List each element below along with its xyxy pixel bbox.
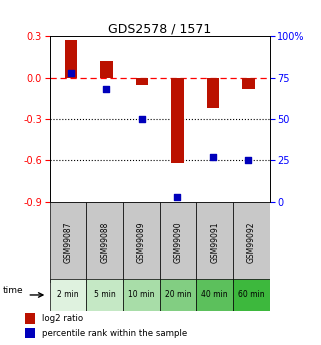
Bar: [233, 279, 270, 311]
Point: [246, 158, 251, 163]
Point: [68, 70, 74, 76]
Text: 60 min: 60 min: [238, 290, 265, 299]
Bar: [100, 61, 113, 78]
Point: [210, 154, 215, 160]
Text: 20 min: 20 min: [165, 290, 191, 299]
Bar: [196, 279, 233, 311]
Text: GSM99089: GSM99089: [137, 221, 146, 263]
Text: 5 min: 5 min: [94, 290, 116, 299]
Bar: [171, 78, 184, 163]
Bar: [242, 78, 255, 89]
Text: percentile rank within the sample: percentile rank within the sample: [41, 329, 187, 338]
Title: GDS2578 / 1571: GDS2578 / 1571: [108, 22, 211, 35]
Text: GSM99090: GSM99090: [174, 221, 183, 263]
Text: GSM99092: GSM99092: [247, 221, 256, 263]
Text: 2 min: 2 min: [57, 290, 79, 299]
Text: 10 min: 10 min: [128, 290, 155, 299]
Text: log2 ratio: log2 ratio: [41, 314, 82, 323]
Bar: [25, 328, 35, 338]
Bar: [207, 78, 219, 108]
Bar: [50, 202, 86, 283]
Bar: [86, 279, 123, 311]
Bar: [160, 202, 196, 283]
Bar: [196, 202, 233, 283]
Text: GSM99088: GSM99088: [100, 222, 109, 263]
Bar: [25, 313, 35, 324]
Point: [104, 87, 109, 92]
Point: [139, 116, 144, 122]
Bar: [50, 279, 86, 311]
Point: [175, 194, 180, 200]
Bar: [233, 202, 270, 283]
Bar: [160, 279, 196, 311]
Bar: [86, 202, 123, 283]
Bar: [123, 202, 160, 283]
Text: time: time: [3, 286, 23, 295]
Text: 40 min: 40 min: [201, 290, 228, 299]
Bar: [123, 279, 160, 311]
Bar: [136, 78, 148, 85]
Bar: [65, 40, 77, 78]
Text: GSM99087: GSM99087: [64, 221, 73, 263]
Text: GSM99091: GSM99091: [210, 221, 219, 263]
